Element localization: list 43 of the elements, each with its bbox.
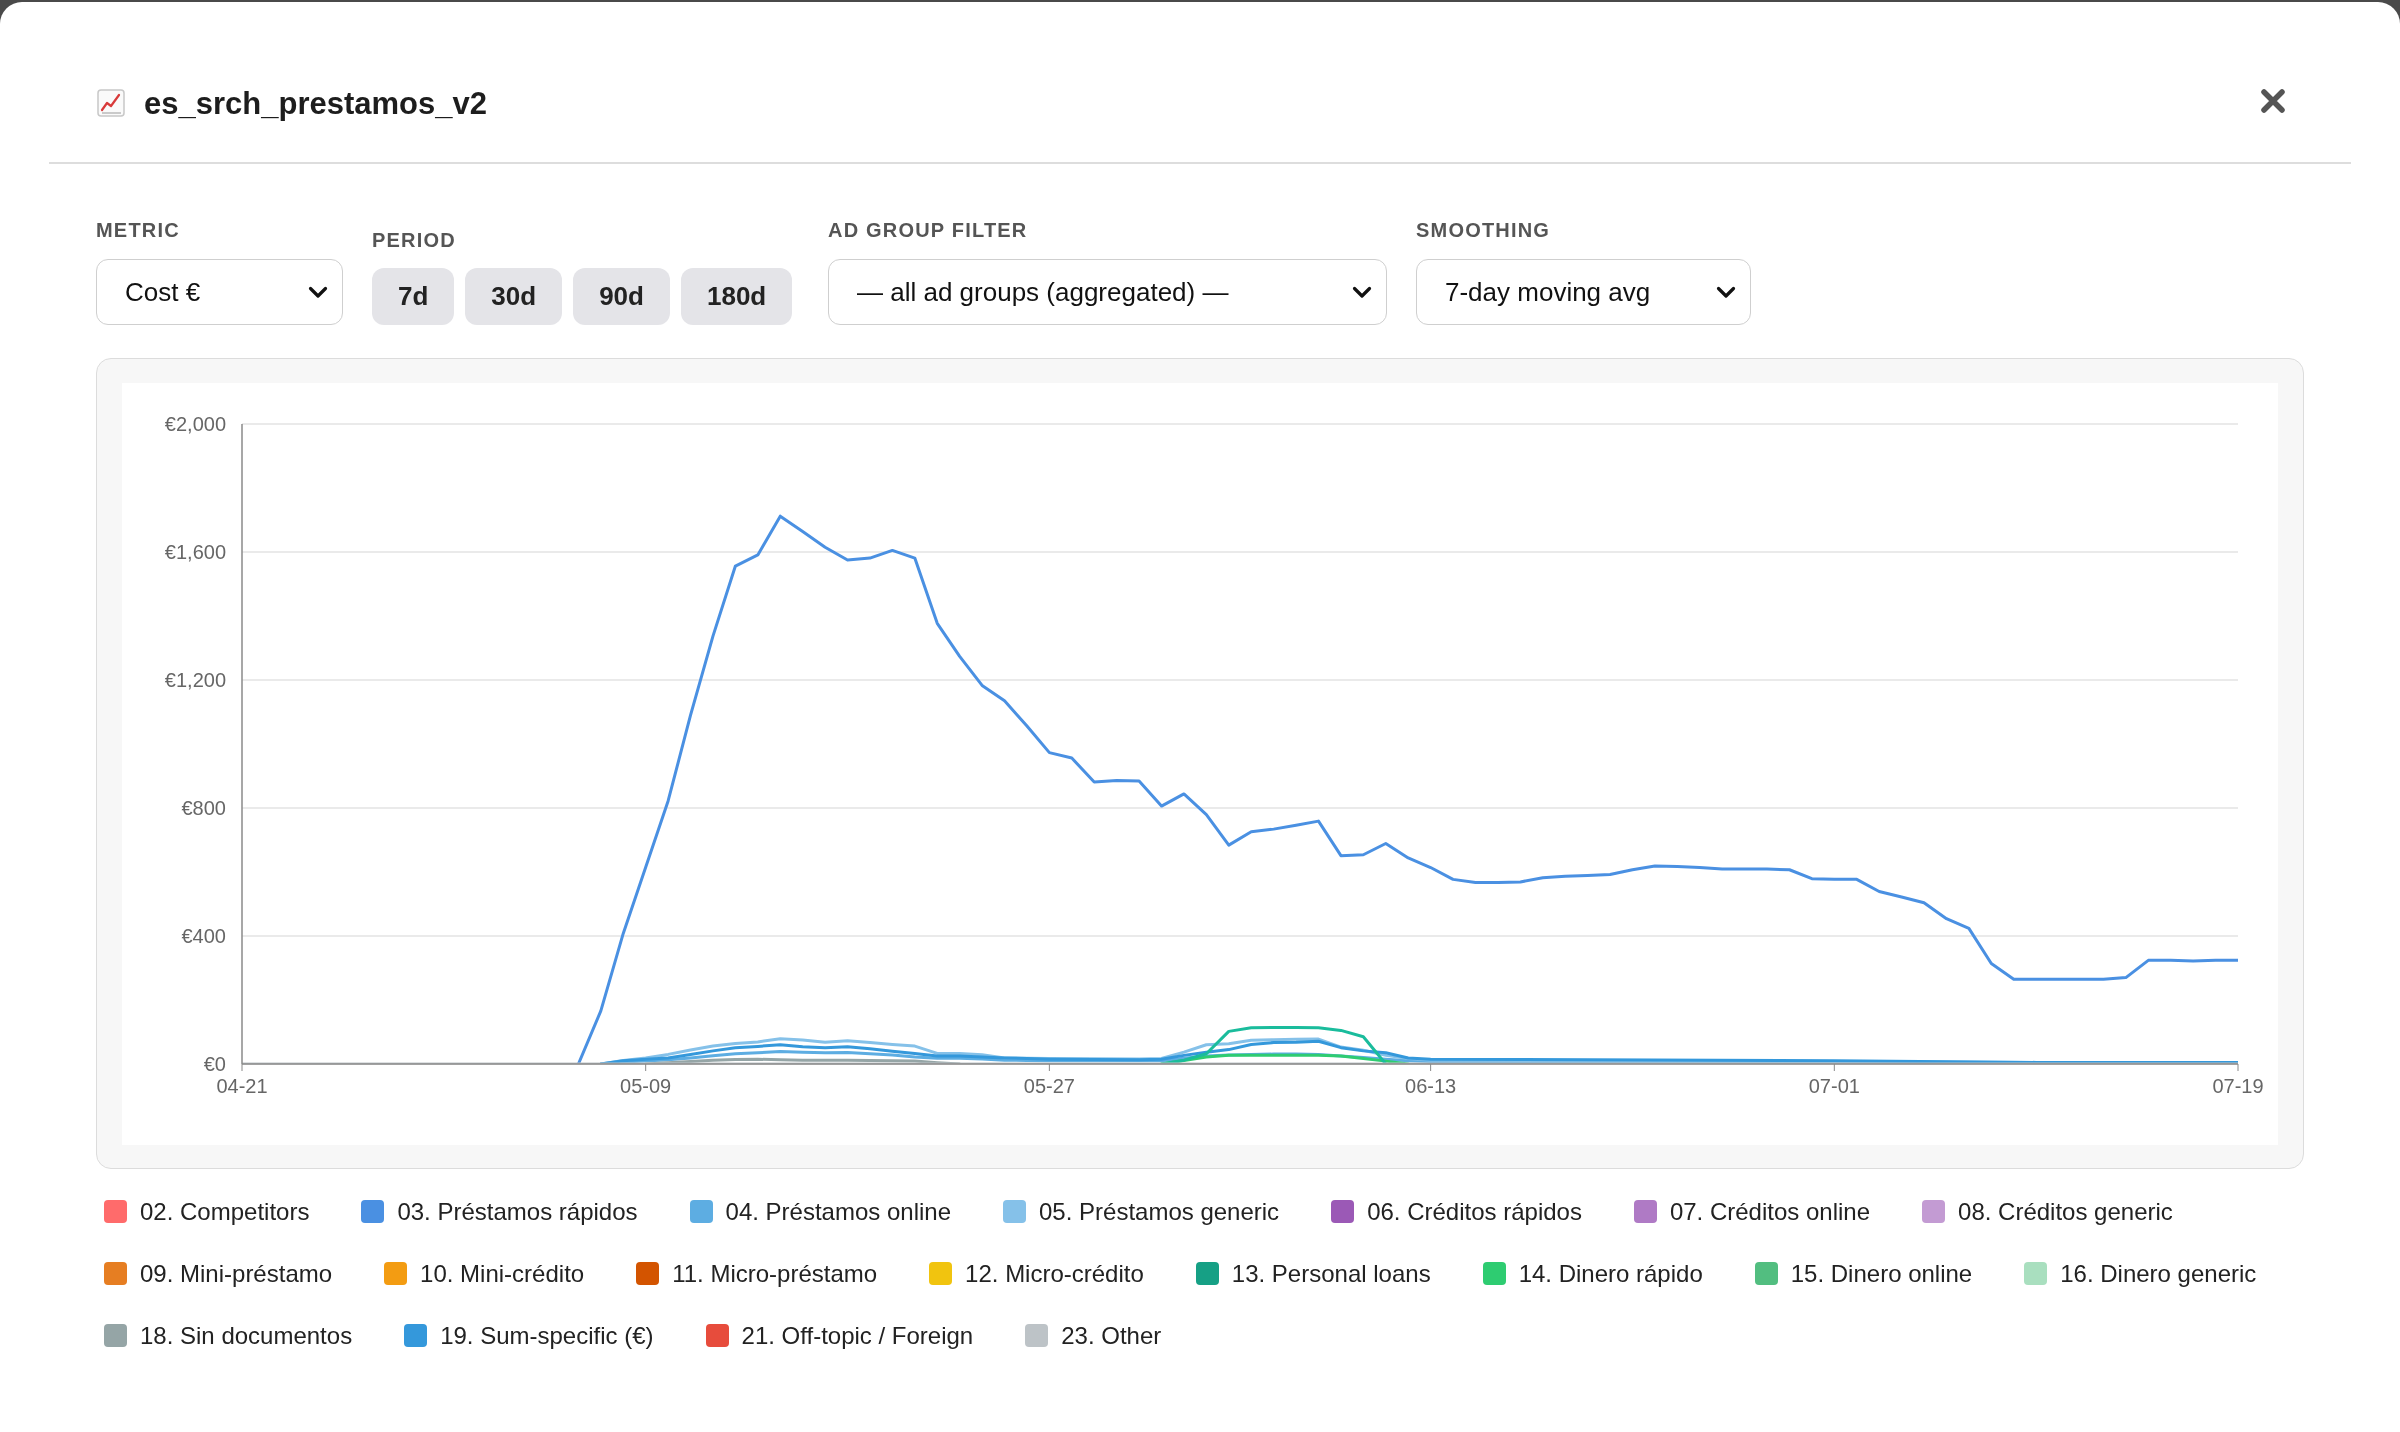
period-button: 30d: [465, 268, 563, 325]
text: AD GROUP FILTER: [828, 218, 1029, 242]
y-tick-label: €0: [203, 1053, 226, 1076]
dropdown-field: 7-day moving avg: [1416, 259, 1751, 325]
legend-label: 04. Préstamos online: [725, 1197, 951, 1226]
legend-label: 19. Sum-specific (€): [440, 1321, 654, 1350]
period-button: 180d: [680, 268, 793, 325]
x-tick-label: 05-09: [620, 1075, 672, 1098]
legend-label: 09. Mini-préstamo: [140, 1259, 333, 1288]
text: PERIOD: [372, 228, 457, 252]
legend-label: 02. Competitors: [140, 1197, 310, 1226]
legend-label: 06. Créditos rápidos: [1367, 1197, 1582, 1226]
x-tick-label: 06-13: [1405, 1075, 1457, 1098]
legend-label: 10. Mini-crédito: [420, 1259, 585, 1288]
legend-label: 16. Dinero generic: [2060, 1259, 2257, 1288]
y-tick-label: €800: [181, 797, 226, 820]
text: METRIC: [96, 218, 181, 242]
legend-label: 21. Off-topic / Foreign: [741, 1321, 974, 1350]
legend-label: 15. Dinero online: [1790, 1259, 1973, 1288]
chart-title: es_srch_prestamos_v2: [144, 86, 487, 122]
legend-label: 23. Other: [1061, 1321, 1162, 1350]
y-tick-label: €400: [181, 925, 226, 948]
x-tick-label: 04-21: [216, 1075, 268, 1098]
x-tick-label: 07-01: [1808, 1075, 1860, 1098]
legend-label: 13. Personal loans: [1231, 1259, 1431, 1288]
dropdown-field: Cost €: [96, 259, 343, 325]
dropdown-field: — all ad groups (aggregated) —: [828, 259, 1387, 325]
x-tick-label: 05-27: [1023, 1075, 1075, 1098]
period-button: 7d: [372, 268, 455, 325]
x-tick-label: 07-19: [2212, 1075, 2264, 1098]
y-tick-label: €1,600: [164, 541, 226, 564]
period-button: 90d: [573, 268, 670, 325]
y-tick-label: €2,000: [164, 413, 226, 436]
legend-label: 11. Micro-préstamo: [672, 1259, 878, 1288]
text: SMOOTHING: [1416, 218, 1552, 242]
legend-label: 05. Préstamos generic: [1039, 1197, 1280, 1226]
legend-label: 18. Sin documentos: [140, 1321, 353, 1350]
legend-label: 07. Créditos online: [1669, 1197, 1871, 1226]
legend-label: 12. Micro-crédito: [965, 1259, 1144, 1288]
y-tick-label: €1,200: [164, 669, 226, 692]
legend-label: 03. Préstamos rápidos: [397, 1197, 638, 1226]
legend-label: 08. Créditos generic: [1958, 1197, 2173, 1226]
legend-label: 14. Dinero rápido: [1518, 1259, 1703, 1288]
